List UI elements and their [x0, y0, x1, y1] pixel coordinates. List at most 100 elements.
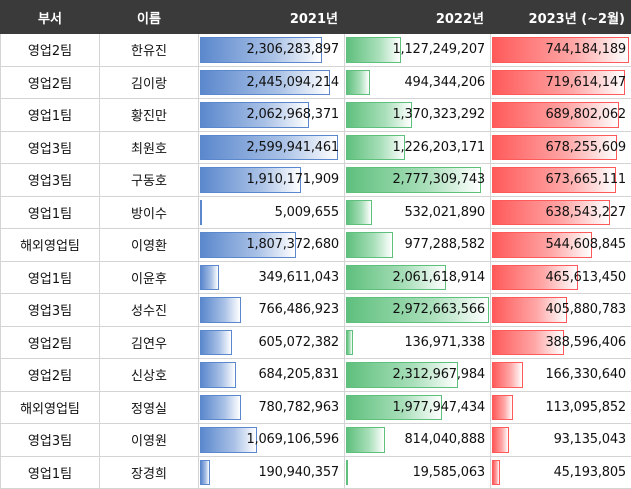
- cell-2021[interactable]: 2,599,941,461: [199, 131, 345, 164]
- cell-name[interactable]: 장경희: [100, 456, 199, 489]
- header-2023[interactable]: 2023년 (~2월): [491, 1, 631, 34]
- cell-name[interactable]: 이윤후: [100, 261, 199, 294]
- cell-2023[interactable]: 638,543,227: [491, 196, 631, 229]
- cell-2021[interactable]: 2,062,968,371: [199, 99, 345, 132]
- cell-name[interactable]: 방이수: [100, 196, 199, 229]
- cell-2022[interactable]: 814,040,888: [345, 424, 491, 457]
- header-2021[interactable]: 2021년: [199, 1, 345, 34]
- cell-2023[interactable]: 45,193,805: [491, 456, 631, 489]
- header-name[interactable]: 이름: [100, 1, 199, 34]
- cell-value-2022: 19,585,063: [413, 457, 485, 489]
- cell-2023[interactable]: 405,880,783: [491, 294, 631, 327]
- cell-2023[interactable]: 673,665,111: [491, 164, 631, 197]
- cell-value-2022: 2,777,309,743: [392, 164, 485, 196]
- cell-2021[interactable]: 190,940,357: [199, 456, 345, 489]
- cell-name[interactable]: 황진만: [100, 99, 199, 132]
- cell-2021[interactable]: 2,306,283,897: [199, 34, 345, 67]
- cell-2023[interactable]: 166,330,640: [491, 359, 631, 392]
- cell-2022[interactable]: 2,972,663,566: [345, 294, 491, 327]
- cell-2023[interactable]: 93,135,043: [491, 424, 631, 457]
- cell-value-2023: 113,095,852: [545, 392, 626, 424]
- cell-dept[interactable]: 해외영업팀: [1, 391, 100, 424]
- cell-value-2021: 190,940,357: [258, 457, 339, 489]
- cell-value-2022: 532,021,890: [404, 197, 485, 229]
- cell-2021[interactable]: 766,486,923: [199, 294, 345, 327]
- header-2022[interactable]: 2022년: [345, 1, 491, 34]
- cell-dept[interactable]: 영업1팀: [1, 196, 100, 229]
- cell-2023[interactable]: 678,255,609: [491, 131, 631, 164]
- cell-name[interactable]: 이영환: [100, 229, 199, 262]
- cell-2023[interactable]: 388,596,406: [491, 326, 631, 359]
- cell-name[interactable]: 김이랑: [100, 66, 199, 99]
- cell-dept[interactable]: 영업3팀: [1, 164, 100, 197]
- cell-name[interactable]: 최원호: [100, 131, 199, 164]
- cell-value-2022: 977,288,582: [404, 229, 485, 261]
- cell-name[interactable]: 구동호: [100, 164, 199, 197]
- header-dept[interactable]: 부서: [1, 1, 100, 34]
- cell-value-2023: 45,193,805: [554, 457, 626, 489]
- cell-2022[interactable]: 494,344,206: [345, 66, 491, 99]
- cell-2022[interactable]: 136,971,338: [345, 326, 491, 359]
- cell-dept[interactable]: 영업2팀: [1, 326, 100, 359]
- cell-dept[interactable]: 영업3팀: [1, 294, 100, 327]
- cell-value-2022: 1,226,203,171: [392, 132, 485, 164]
- cell-2021[interactable]: 780,782,963: [199, 391, 345, 424]
- cell-2022[interactable]: 19,585,063: [345, 456, 491, 489]
- cell-dept[interactable]: 영업1팀: [1, 99, 100, 132]
- cell-value-2021: 1,807,372,680: [246, 229, 339, 261]
- cell-dept[interactable]: 영업3팀: [1, 131, 100, 164]
- cell-2023[interactable]: 544,608,845: [491, 229, 631, 262]
- cell-dept[interactable]: 영업1팀: [1, 456, 100, 489]
- cell-value-2021: 2,062,968,371: [246, 99, 339, 131]
- cell-2022[interactable]: 532,021,890: [345, 196, 491, 229]
- cell-value-2023: 719,614,147: [545, 67, 626, 99]
- cell-2023[interactable]: 113,095,852: [491, 391, 631, 424]
- data-bar-2023: [492, 362, 523, 388]
- cell-dept[interactable]: 해외영업팀: [1, 229, 100, 262]
- cell-value-2021: 2,445,094,214: [246, 67, 339, 99]
- cell-name[interactable]: 김연우: [100, 326, 199, 359]
- cell-2021[interactable]: 5,009,655: [199, 196, 345, 229]
- cell-2022[interactable]: 977,288,582: [345, 229, 491, 262]
- cell-2023[interactable]: 744,184,189: [491, 34, 631, 67]
- cell-value-2021: 349,611,043: [258, 262, 339, 294]
- cell-name[interactable]: 성수진: [100, 294, 199, 327]
- cell-2021[interactable]: 605,072,382: [199, 326, 345, 359]
- cell-2021[interactable]: 1,910,171,909: [199, 164, 345, 197]
- cell-2021[interactable]: 1,807,372,680: [199, 229, 345, 262]
- cell-2022[interactable]: 1,370,323,292: [345, 99, 491, 132]
- cell-dept[interactable]: 영업2팀: [1, 34, 100, 67]
- cell-2022[interactable]: 1,226,203,171: [345, 131, 491, 164]
- cell-name[interactable]: 이영원: [100, 424, 199, 457]
- cell-dept[interactable]: 영업2팀: [1, 66, 100, 99]
- cell-value-2023: 678,255,609: [545, 132, 626, 164]
- header-row: 부서 이름 2021년 2022년 2023년 (~2월): [1, 1, 631, 34]
- cell-2022[interactable]: 2,312,967,984: [345, 359, 491, 392]
- cell-2021[interactable]: 349,611,043: [199, 261, 345, 294]
- cell-dept[interactable]: 영업1팀: [1, 261, 100, 294]
- cell-2021[interactable]: 2,445,094,214: [199, 66, 345, 99]
- cell-name[interactable]: 정영실: [100, 391, 199, 424]
- cell-dept[interactable]: 영업2팀: [1, 359, 100, 392]
- cell-2022[interactable]: 1,977,947,434: [345, 391, 491, 424]
- cell-name[interactable]: 신상호: [100, 359, 199, 392]
- cell-name[interactable]: 한유진: [100, 34, 199, 67]
- data-bar-2022: [346, 200, 372, 226]
- cell-2021[interactable]: 1,069,106,596: [199, 424, 345, 457]
- cell-2022[interactable]: 1,127,249,207: [345, 34, 491, 67]
- cell-2023[interactable]: 719,614,147: [491, 66, 631, 99]
- cell-value-2021: 2,599,941,461: [246, 132, 339, 164]
- cell-2022[interactable]: 2,061,618,914: [345, 261, 491, 294]
- data-bar-2021: [200, 330, 232, 356]
- cell-2023[interactable]: 689,802,062: [491, 99, 631, 132]
- cell-2021[interactable]: 684,205,831: [199, 359, 345, 392]
- cell-2022[interactable]: 2,777,309,743: [345, 164, 491, 197]
- data-bar-2022: [346, 232, 393, 258]
- cell-2023[interactable]: 465,613,450: [491, 261, 631, 294]
- cell-dept[interactable]: 영업3팀: [1, 424, 100, 457]
